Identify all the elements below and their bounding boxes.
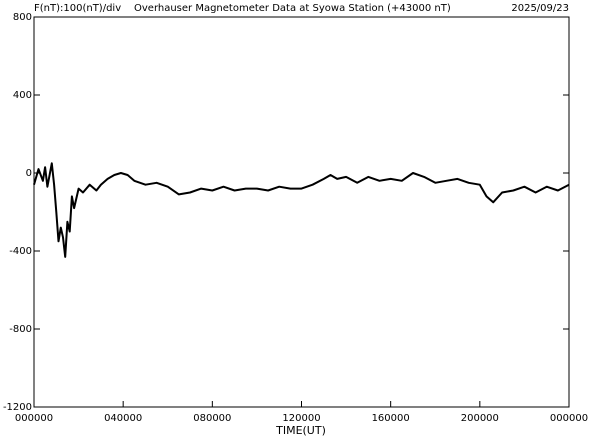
x-tick-label: 160000: [372, 413, 410, 424]
data-line: [33, 162, 570, 258]
y-tick-label: 800: [13, 12, 32, 23]
x-tick-label: 120000: [282, 413, 320, 424]
x-tick-label: 000000: [550, 413, 588, 424]
x-tick-label: 200000: [461, 413, 499, 424]
x-tick-label: 080000: [193, 413, 231, 424]
y-tick-label: -800: [9, 324, 32, 335]
x-axis-label: TIME(UT): [275, 424, 326, 437]
date: 2025/09/23: [511, 3, 569, 14]
y-tick-label: 400: [13, 90, 32, 101]
plot-frame: [33, 16, 570, 408]
chart-title: Overhauser Magnetometer Data at Syowa St…: [134, 3, 451, 14]
y-tick-label: -1200: [3, 402, 32, 413]
y-tick-label: 0: [26, 168, 32, 179]
y-tick-label: -400: [9, 246, 32, 257]
left-title: F(nT):100(nT)/div: [34, 3, 121, 14]
x-tick-label: 040000: [104, 413, 142, 424]
x-tick-label: 000000: [15, 413, 53, 424]
